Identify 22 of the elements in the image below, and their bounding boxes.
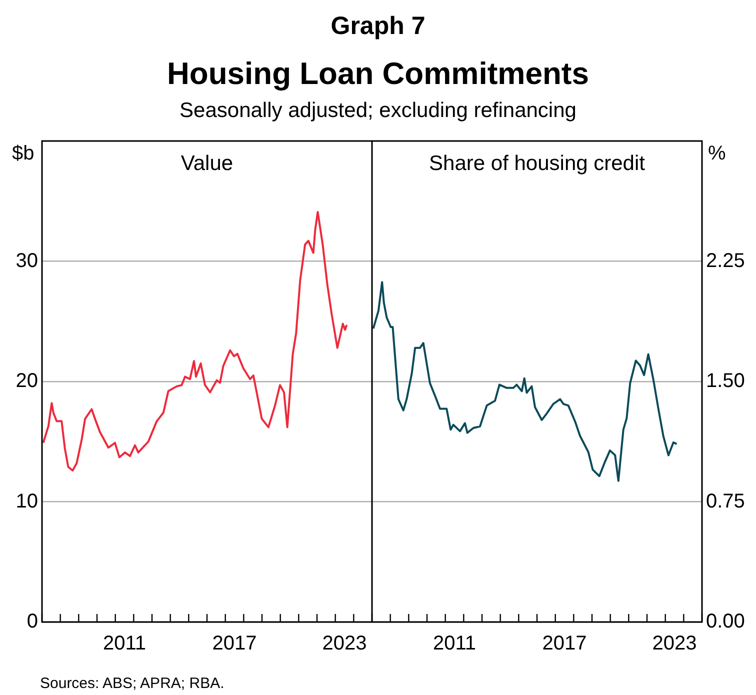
x-tick-label: 2023 — [322, 632, 367, 655]
x-tick-label: 2011 — [432, 632, 476, 655]
y-axis-title: $b — [12, 142, 34, 165]
y2-tick-label: 0.75 — [706, 490, 745, 512]
source-note: Sources: ABS; APRA; RBA. — [40, 675, 224, 692]
text: Value — [180, 152, 234, 175]
caption: Graph 7 — [330, 12, 426, 41]
y-tick-label: 10 — [16, 490, 38, 512]
y2-axis-title: % — [708, 142, 726, 165]
x-tick-label: 2023 — [652, 632, 697, 655]
y-tick-label: 20 — [16, 370, 38, 392]
text: Housing Loan Commitments — [166, 56, 590, 92]
y-tick-label: 30 — [16, 250, 38, 272]
text: Share of housing credit — [429, 152, 646, 175]
y2-tick-label: 2.25 — [706, 250, 745, 272]
text: Seasonally adjusted; excluding refinancing — [178, 99, 578, 123]
y2-tick-label: 0.00 — [706, 610, 745, 633]
x-tick-label: 2017 — [542, 632, 587, 655]
x-tick-label: 2011 — [102, 632, 146, 655]
y2-tick-label: 1.50 — [706, 370, 745, 392]
x-tick-label: 2017 — [212, 632, 257, 655]
y-tick-label: 0 — [26, 610, 38, 633]
